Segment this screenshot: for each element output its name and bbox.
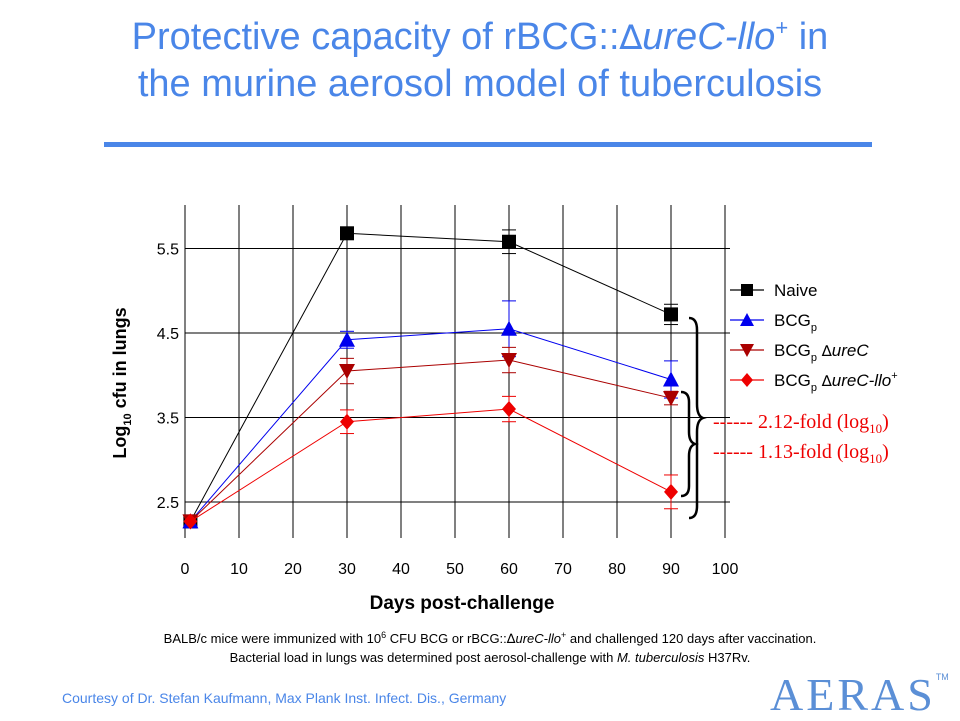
fold-brackets bbox=[680, 316, 707, 520]
fold-annotation: ------ 1.13-fold (log10) bbox=[713, 441, 889, 466]
series-0 bbox=[183, 226, 678, 529]
x-tick-label: 80 bbox=[608, 561, 626, 578]
series-line bbox=[190, 328, 672, 522]
x-tick-label: 100 bbox=[712, 561, 739, 578]
brace-large bbox=[688, 316, 707, 520]
x-tick-label: 90 bbox=[662, 561, 680, 578]
chart-grid bbox=[184, 205, 730, 538]
y-tick-label: 3.5 bbox=[157, 411, 179, 428]
x-tick-labels: 0 10 20 30 40 50 60 70 80 90 100 bbox=[181, 561, 739, 578]
series-line bbox=[190, 408, 672, 522]
data-point bbox=[501, 353, 517, 369]
data-point bbox=[340, 413, 354, 430]
series-line bbox=[190, 359, 672, 522]
chart-series bbox=[182, 226, 679, 530]
data-point bbox=[664, 483, 678, 500]
y-tick-label: 5.5 bbox=[157, 242, 179, 259]
x-tick-label: 30 bbox=[338, 561, 356, 578]
title-underline bbox=[104, 142, 872, 147]
y-axis-label: Log10 cfu in lungs bbox=[110, 307, 134, 458]
chart-legend: Naive BCGp BCGp ∆ureC BCGp ∆ureC-llo+ bbox=[730, 281, 898, 394]
caption-line-1: BALB/c mice were immunized with 106 CFU … bbox=[163, 630, 817, 648]
aeras-logo: AERASTM bbox=[770, 669, 949, 720]
caption-line-2: Bacterial load in lungs was determined p… bbox=[229, 650, 751, 665]
fold-annotations: ------ 2.12-fold (log10) ------ 1.13-fold… bbox=[713, 411, 889, 466]
chart: 0 10 20 30 40 50 60 70 80 90 100 2.5 3.5 4.5 5.5 Days… bbox=[110, 205, 898, 614]
legend-label: BCGp ∆ureC-llo+ bbox=[774, 370, 898, 394]
legend-marker bbox=[740, 344, 754, 357]
legend-label: BCGp ∆ureC bbox=[774, 341, 869, 364]
x-axis-label: Days post-challenge bbox=[370, 593, 555, 614]
data-point bbox=[339, 364, 355, 380]
data-point bbox=[502, 234, 516, 249]
legend-marker bbox=[741, 284, 753, 296]
legend-label: Naive bbox=[774, 281, 817, 300]
data-point bbox=[501, 320, 517, 336]
figure-caption: BALB/c mice were immunized with 106 CFU … bbox=[60, 630, 920, 667]
credit-text: Courtesy of Dr. Stefan Kaufmann, Max Pla… bbox=[62, 690, 507, 706]
legend-marker bbox=[741, 373, 753, 387]
y-tick-label: 4.5 bbox=[157, 326, 179, 343]
x-tick-label: 60 bbox=[500, 561, 518, 578]
data-point bbox=[663, 371, 679, 387]
fold-annotation: ------ 2.12-fold (log10) bbox=[713, 411, 889, 436]
title-line-1: Protective capacity of rBCG::∆ureC-llo+ … bbox=[131, 15, 829, 58]
x-tick-label: 10 bbox=[230, 561, 248, 578]
legend-label: BCGp bbox=[774, 311, 817, 334]
x-tick-label: 20 bbox=[284, 561, 302, 578]
series-3 bbox=[183, 395, 678, 530]
x-tick-label: 40 bbox=[392, 561, 410, 578]
y-tick-labels: 2.5 3.5 4.5 5.5 bbox=[157, 242, 179, 513]
data-point bbox=[183, 513, 198, 530]
data-point bbox=[340, 226, 354, 241]
x-tick-label: 50 bbox=[446, 561, 464, 578]
legend-marker bbox=[740, 313, 754, 326]
page-title: Protective capacity of rBCG::∆ureC-llo+ … bbox=[0, 14, 960, 107]
y-tick-label: 2.5 bbox=[157, 495, 179, 512]
series-1 bbox=[182, 300, 679, 529]
x-tick-label: 0 bbox=[181, 561, 190, 578]
title-line-2: the murine aerosol model of tuberculosis bbox=[137, 63, 823, 105]
data-point bbox=[502, 401, 516, 418]
x-tick-label: 70 bbox=[554, 561, 572, 578]
data-point bbox=[663, 391, 679, 407]
data-point bbox=[664, 307, 678, 322]
data-point bbox=[339, 331, 355, 347]
brace-small bbox=[680, 390, 699, 498]
series-line bbox=[189, 232, 672, 522]
